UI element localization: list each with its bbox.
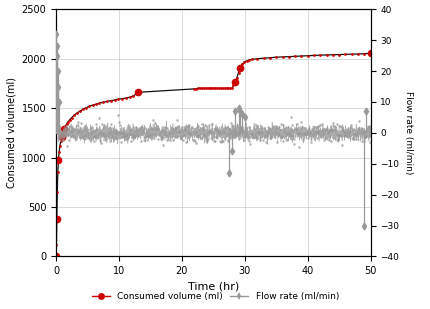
- X-axis label: Time (hr): Time (hr): [187, 282, 238, 292]
- Y-axis label: Consumed volume(ml): Consumed volume(ml): [6, 77, 16, 188]
- Legend: Consumed volume (ml), Flow rate (ml/min): Consumed volume (ml), Flow rate (ml/min): [88, 288, 342, 304]
- Y-axis label: Flow rate (ml/min): Flow rate (ml/min): [403, 91, 412, 175]
